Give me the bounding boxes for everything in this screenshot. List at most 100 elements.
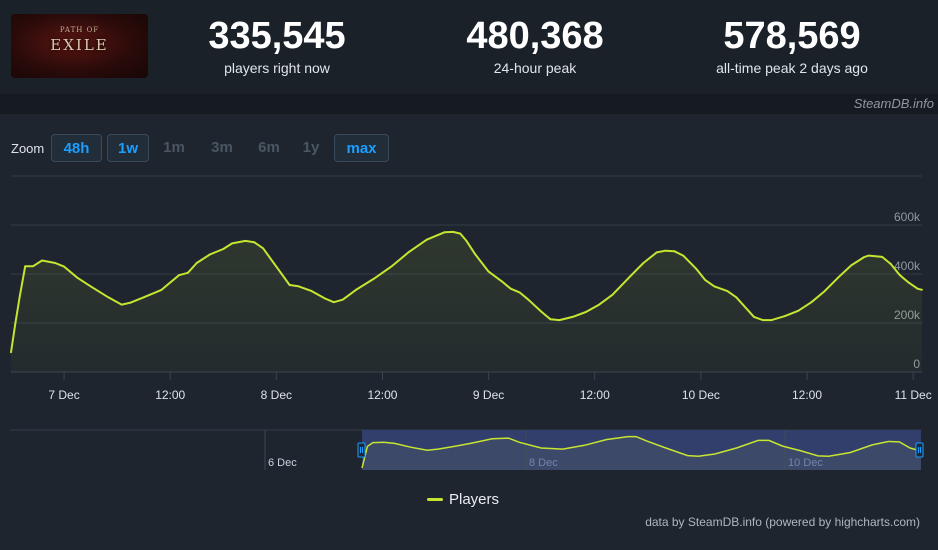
x-tick-label: 9 Dec [473,388,504,402]
zoom-1y-button[interactable]: 1y [302,139,320,156]
y-tick-label: 600k [894,210,921,224]
data-point [770,319,773,321]
navigator-line [361,435,922,469]
zoom-label: Zoom [11,141,45,156]
data-point [107,296,110,299]
data-point [465,240,468,242]
data-point [222,248,225,250]
data-point [682,254,685,257]
data-point [509,287,512,290]
zoom-1m-button[interactable]: 1m [163,139,185,156]
players-points [10,231,923,354]
stat-label: 24-hour peak [493,60,577,76]
data-point [571,316,574,318]
navigator-left-handle[interactable] [357,442,366,458]
data-point [54,262,57,264]
data-point [899,274,901,277]
navigator: 6 Dec 8 Dec 10 Dec [10,429,924,470]
data-point [275,265,278,268]
data-point [673,250,676,253]
data-point [549,318,552,321]
data-point [76,276,79,279]
data-point [744,306,746,308]
data-point [443,231,446,234]
data-point [907,281,910,284]
data-point [598,303,601,306]
data-point [14,322,17,324]
legend-label: Players [449,490,500,508]
stat-24h-peak: 480,368 24-hour peak [415,14,655,76]
zoom-3m-button[interactable]: 3m [211,139,233,156]
legend-players[interactable]: Players [427,489,499,509]
zoom-max-button[interactable]: max [334,134,389,162]
navigator-area [362,436,921,470]
data-point [459,232,462,235]
data-point [837,276,839,279]
data-point [558,319,561,321]
data-point [487,270,490,273]
data-point [881,256,884,258]
data-point [32,265,34,268]
data-point [850,264,853,267]
data-point [244,240,247,242]
x-tick-label: 12:00 [367,388,397,402]
data-point [474,253,477,256]
data-point [611,293,614,296]
data-point [629,275,631,278]
data-point [187,271,189,274]
data-point [868,254,870,257]
game-logo[interactable]: PATH OF EXILE [11,14,148,78]
x-tick-label: 12:00 [155,388,185,402]
data-point [209,253,211,256]
data-point [452,231,455,233]
stat-label: players right now [224,60,330,76]
data-point [761,319,764,321]
data-point [585,311,587,313]
data-point [823,290,826,292]
data-point [810,301,813,304]
data-point [332,301,335,304]
data-point [664,249,667,252]
players-area [11,231,922,372]
data-point [753,316,755,318]
data-point [89,285,92,288]
navigator-tick-label: 8 Dec [529,457,558,469]
chart-credit[interactable]: data by SteamDB.info (powered by highcha… [645,515,920,529]
zoom-1w-button[interactable]: 1w [107,134,149,162]
navigator-right-handle[interactable] [915,442,924,458]
x-tick-label: 8 Dec [261,388,292,402]
zoom-48h-button[interactable]: 48h [51,134,102,162]
data-point [341,298,344,301]
header-bar: PATH OF EXILE 335,545 players right now … [0,0,938,94]
steamdb-watermark: SteamDB.info [853,96,934,111]
data-point [231,242,234,245]
stat-label: all-time peak 2 days ago [716,60,868,76]
data-point [735,296,738,299]
data-point [655,251,658,254]
logo-small-text: PATH OF [59,26,100,34]
data-point [390,265,393,268]
data-point [120,303,123,306]
navigator-selection[interactable] [362,430,921,470]
logo-text: EXILE [50,36,109,54]
data-point [890,263,892,266]
data-point [726,290,729,292]
data-point [921,288,923,291]
stat-all-time-peak: 578,569 all-time peak 2 days ago [672,14,912,76]
data-point [372,278,375,280]
data-point [408,251,410,253]
data-point [18,295,21,297]
data-point [160,289,163,291]
data-point [642,262,645,264]
zoom-6m-button[interactable]: 6m [258,139,280,156]
legend-swatch [427,497,443,501]
data-point [129,301,132,304]
stat-value: 480,368 [466,15,604,57]
data-point [288,284,291,286]
data-point [527,298,530,301]
data-point [142,296,145,299]
watermark-strip: SteamDB.info [0,94,938,114]
data-point [310,290,313,292]
x-tick-label: 10 Dec [682,388,720,402]
